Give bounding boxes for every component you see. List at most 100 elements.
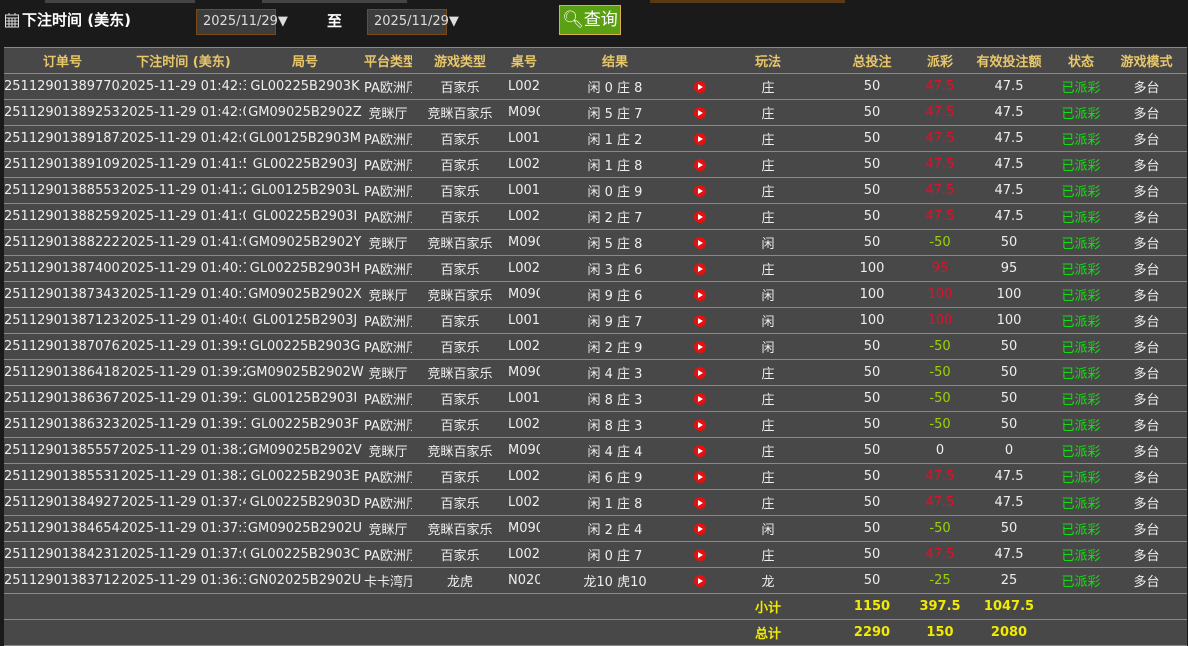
play-video-icon[interactable] bbox=[694, 522, 706, 535]
query-button[interactable]: 🔍︎查询 bbox=[559, 5, 621, 35]
platform-cell: PA欧洲厅 bbox=[364, 463, 412, 490]
table-id-cell: L001 bbox=[508, 177, 540, 204]
result-cell: 闲 5 庄 8 bbox=[540, 229, 690, 256]
order-id-cell: 251129013855317 bbox=[4, 463, 121, 490]
platform-cell: 竞眯厅 bbox=[364, 229, 412, 256]
end-date-select[interactable]: 2025/11/29▼ bbox=[367, 9, 459, 35]
result-cell: 闲 1 庄 8 bbox=[540, 151, 690, 178]
play-video-icon[interactable] bbox=[694, 80, 706, 93]
status-cell: 已派彩 bbox=[1056, 203, 1106, 230]
table-row: 251129013891092 2025-11-29 01:41:55 GL0022… bbox=[4, 151, 1187, 178]
table-row: 251129013863238 2025-11-29 01:39:15 GL0022… bbox=[4, 411, 1187, 438]
total-label: 总计 bbox=[710, 619, 826, 646]
table-id-cell: L002 bbox=[508, 73, 540, 100]
replay-cell bbox=[690, 281, 710, 308]
play-video-icon[interactable] bbox=[694, 496, 706, 509]
total-bet-cell: 50 bbox=[826, 333, 918, 360]
game-mode-cell: 多台 bbox=[1106, 333, 1187, 360]
start-date-select[interactable]: 2025/11/29▼ bbox=[196, 9, 288, 35]
table-id-cell: L001 bbox=[508, 385, 540, 412]
status-cell: 已派彩 bbox=[1056, 73, 1106, 100]
replay-cell bbox=[690, 359, 710, 386]
play-video-icon[interactable] bbox=[694, 418, 706, 431]
order-id-cell: 251129013846544 bbox=[4, 515, 121, 542]
play-video-icon[interactable] bbox=[694, 262, 706, 275]
platform-cell: 竞眯厅 bbox=[364, 437, 412, 464]
valid-bet-cell: 50 bbox=[962, 229, 1056, 256]
play-video-icon[interactable] bbox=[694, 184, 706, 197]
status-cell: 已派彩 bbox=[1056, 567, 1106, 594]
order-id-cell: 251129013891878 bbox=[4, 125, 121, 152]
game-mode-cell: 多台 bbox=[1106, 307, 1187, 334]
replay-cell bbox=[690, 255, 710, 282]
payout-cell: 47.5 bbox=[918, 541, 962, 568]
game-mode-cell: 多台 bbox=[1106, 567, 1187, 594]
order-id-cell: 251129013882598 bbox=[4, 203, 121, 230]
bet-records-table: 订单号 下注时间 (美东) 局号 平台类型 游戏类型 桌号 结果 玩法 总投注 派彩 有效投注额 状态… bbox=[4, 47, 1187, 646]
result-cell: 龙10 虎10 bbox=[540, 567, 690, 594]
result-cell: 闲 0 庄 7 bbox=[540, 541, 690, 568]
payout-cell: 95 bbox=[918, 255, 962, 282]
play-video-icon[interactable] bbox=[694, 236, 706, 249]
valid-bet-cell: 47.5 bbox=[962, 99, 1056, 126]
replay-cell bbox=[690, 229, 710, 256]
play-video-icon[interactable] bbox=[694, 106, 706, 119]
platform-cell: PA欧洲厅 bbox=[364, 489, 412, 516]
game-mode-cell: 多台 bbox=[1106, 99, 1187, 126]
status-cell: 已派彩 bbox=[1056, 151, 1106, 178]
play-video-icon[interactable] bbox=[694, 132, 706, 145]
table-id-cell: L002 bbox=[508, 411, 540, 438]
play-video-icon[interactable] bbox=[694, 444, 706, 457]
game-type-cell: 百家乐 bbox=[412, 73, 508, 100]
status-cell: 已派彩 bbox=[1056, 385, 1106, 412]
column-header: 游戏类型 bbox=[412, 47, 508, 74]
column-header: 结果 bbox=[540, 47, 690, 74]
platform-cell: 竞眯厅 bbox=[364, 359, 412, 386]
bet-time-text: 下注时间 (美东) bbox=[22, 11, 131, 29]
play-video-icon[interactable] bbox=[694, 288, 706, 301]
play-video-icon[interactable] bbox=[694, 470, 706, 483]
table-id-cell: M090 bbox=[508, 229, 540, 256]
replay-cell bbox=[690, 515, 710, 542]
status-cell: 已派彩 bbox=[1056, 489, 1106, 516]
total-bet-cell: 50 bbox=[826, 203, 918, 230]
round-id-cell: GL00125B2903M bbox=[246, 125, 364, 152]
result-cell: 闲 3 庄 6 bbox=[540, 255, 690, 282]
order-id-cell: 251129013892535 bbox=[4, 99, 121, 126]
play-video-icon[interactable] bbox=[694, 392, 706, 405]
game-mode-cell: 多台 bbox=[1106, 177, 1187, 204]
payout-cell: -50 bbox=[918, 359, 962, 386]
round-id-cell: GL00125B2903L bbox=[246, 177, 364, 204]
payout-cell: 47.5 bbox=[918, 177, 962, 204]
round-id-cell: GL00225B2903H bbox=[246, 255, 364, 282]
play-video-icon[interactable] bbox=[694, 366, 706, 379]
play-video-icon[interactable] bbox=[694, 340, 706, 353]
payout-cell: 47.5 bbox=[918, 73, 962, 100]
column-header: 状态 bbox=[1056, 47, 1106, 74]
bet-time-cell: 2025-11-29 01:40:19 bbox=[121, 255, 246, 282]
result-cell: 闲 0 庄 8 bbox=[540, 73, 690, 100]
replay-cell bbox=[690, 437, 710, 464]
play-video-icon[interactable] bbox=[694, 314, 706, 327]
platform-cell: PA欧洲厅 bbox=[364, 151, 412, 178]
total-bet-cell: 50 bbox=[826, 359, 918, 386]
total-bet-cell: 50 bbox=[826, 515, 918, 542]
play-cell: 龙 bbox=[710, 567, 826, 594]
play-video-icon[interactable] bbox=[694, 574, 706, 587]
game-type-cell: 百家乐 bbox=[412, 463, 508, 490]
payout-cell: 47.5 bbox=[918, 151, 962, 178]
payout-cell: 47.5 bbox=[918, 125, 962, 152]
subtotal-row: 小计 1150 397.5 1047.5 bbox=[4, 593, 1187, 620]
status-cell: 已派彩 bbox=[1056, 177, 1106, 204]
play-video-icon[interactable] bbox=[694, 548, 706, 561]
status-cell: 已派彩 bbox=[1056, 99, 1106, 126]
table-id-cell: M090 bbox=[508, 437, 540, 464]
play-video-icon[interactable] bbox=[694, 210, 706, 223]
status-cell: 已派彩 bbox=[1056, 281, 1106, 308]
play-video-icon[interactable] bbox=[694, 158, 706, 171]
platform-cell: PA欧洲厅 bbox=[364, 177, 412, 204]
total-bet-cell: 50 bbox=[826, 437, 918, 464]
status-cell: 已派彩 bbox=[1056, 307, 1106, 334]
table-id-cell: L001 bbox=[508, 125, 540, 152]
result-cell: 闲 9 庄 6 bbox=[540, 281, 690, 308]
